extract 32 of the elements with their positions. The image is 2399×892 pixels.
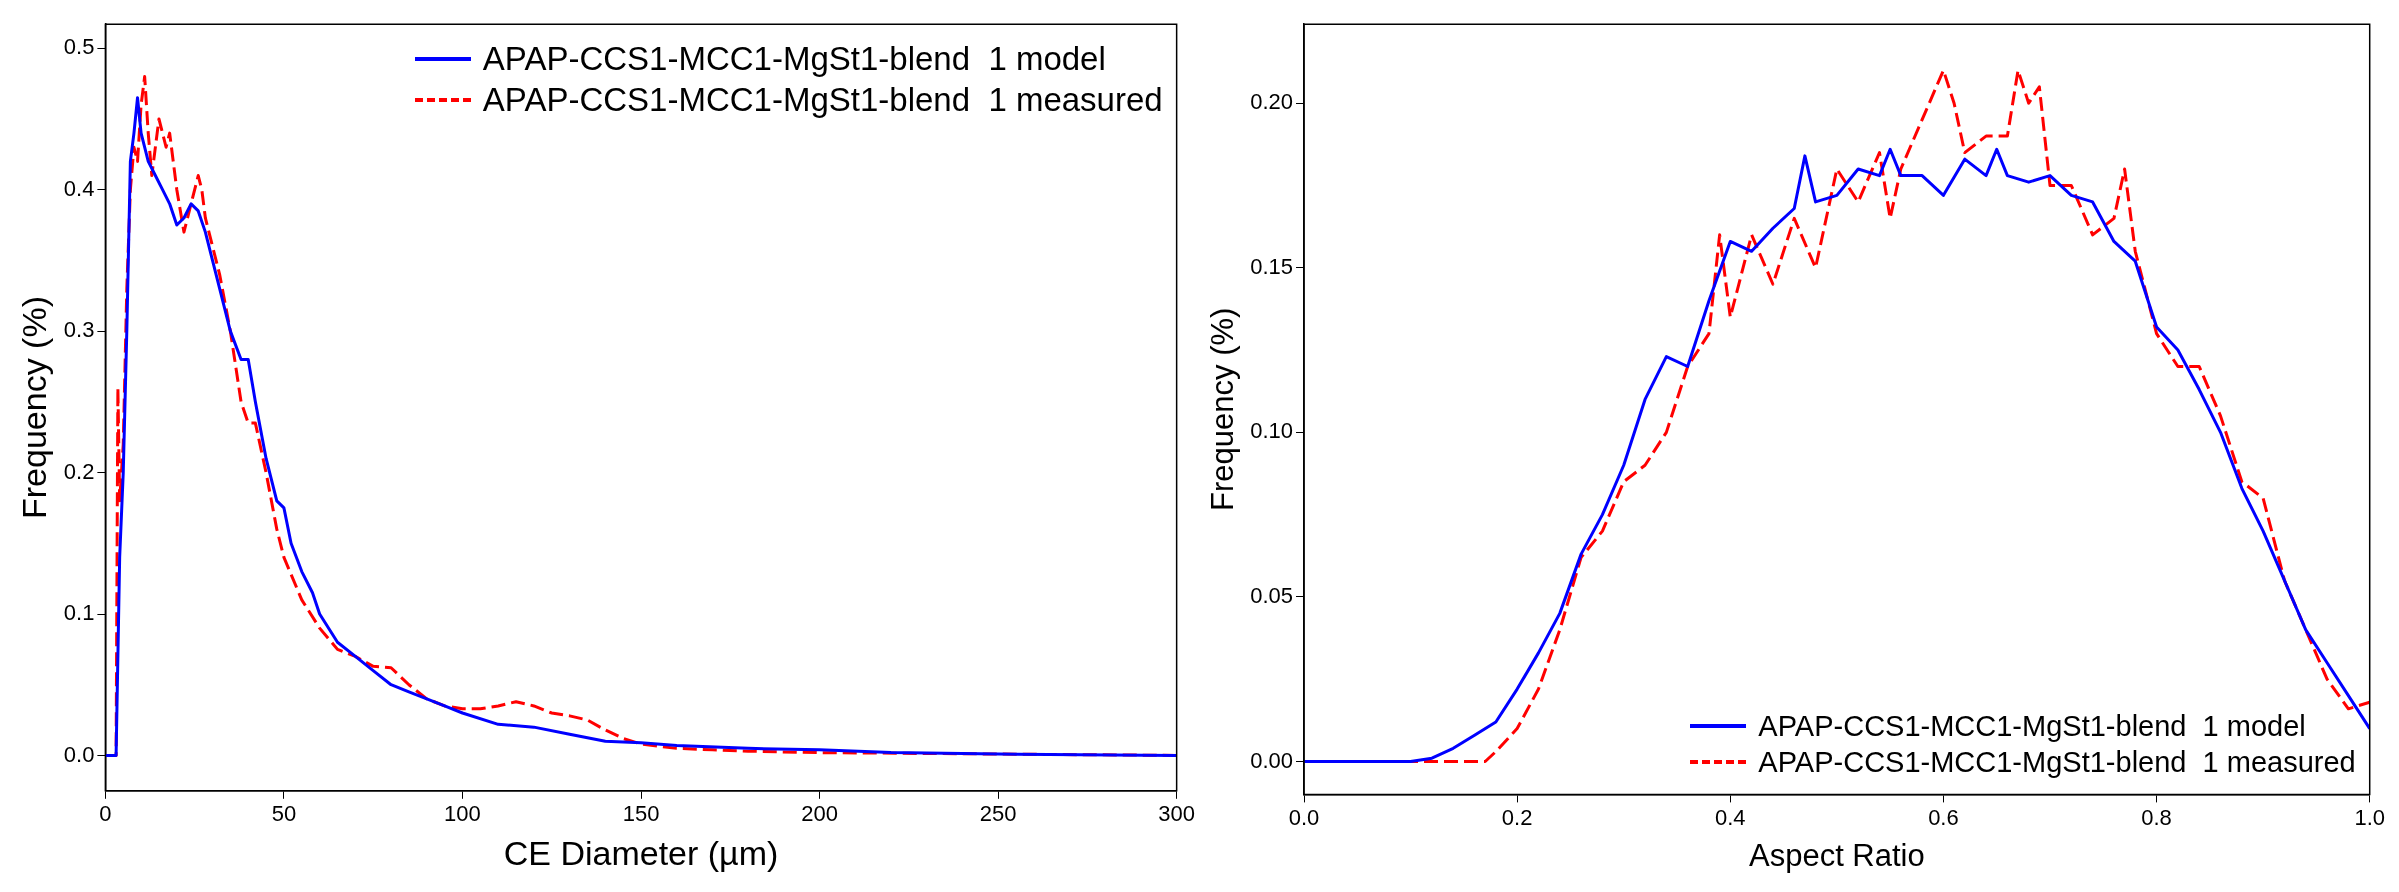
x-tick-label: 0.0 xyxy=(1288,804,1320,830)
y-tick-label: 0.1 xyxy=(63,600,95,626)
x-tick-label: 1.0 xyxy=(2354,804,2386,830)
x-tick-label: 200 xyxy=(801,801,838,827)
x-axis-title: Aspect Ratio xyxy=(1748,837,1925,873)
legend-label: APAP-CCS1-MCC1-MgSt1-blend 1 measured xyxy=(1758,745,2356,781)
y-tick-label: 0.00 xyxy=(1250,747,1294,773)
x-tick-label: 50 xyxy=(271,801,297,827)
y-axis-title: Frequency (%) xyxy=(14,296,53,519)
y-tick-label: 0.05 xyxy=(1250,582,1294,608)
x-tick-label: 0.6 xyxy=(1928,804,1959,830)
y-tick-label: 0.0 xyxy=(63,741,95,767)
x-tick-label: 300 xyxy=(1158,801,1196,827)
y-tick-label: 0.4 xyxy=(63,175,95,201)
y-tick-label: 0.3 xyxy=(63,317,95,343)
y-tick-label: 0.20 xyxy=(1250,89,1294,115)
legend-label: APAP-CCS1-MCC1-MgSt1-blend 1 model xyxy=(482,39,1106,80)
x-tick-label: 150 xyxy=(622,801,660,827)
x-tick-label: 0.2 xyxy=(1501,804,1533,830)
legend-label: APAP-CCS1-MCC1-MgSt1-blend 1 model xyxy=(1758,708,2306,744)
x-tick-label: 250 xyxy=(979,801,1017,827)
legend-label: APAP-CCS1-MCC1-MgSt1-blend 1 measured xyxy=(482,80,1163,121)
y-axis-title: Frequency (%) xyxy=(1205,307,1241,511)
y-tick-label: 0.5 xyxy=(63,34,95,60)
y-tick-label: 0.2 xyxy=(63,458,95,484)
x-axis-title: CE Diameter (µm) xyxy=(503,833,779,872)
x-tick-label: 0 xyxy=(99,801,112,827)
y-tick-label: 0.15 xyxy=(1250,253,1294,279)
x-tick-label: 0.4 xyxy=(1715,804,1746,830)
x-tick-label: 100 xyxy=(444,801,481,827)
x-tick-label: 0.8 xyxy=(2141,804,2172,830)
y-tick-label: 0.10 xyxy=(1250,418,1294,444)
